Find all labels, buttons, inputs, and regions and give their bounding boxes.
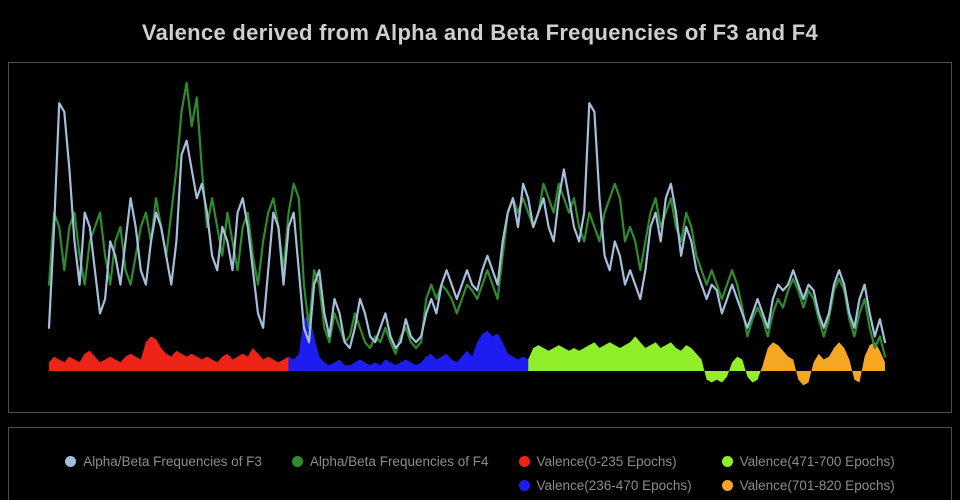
- legend: Alpha/Beta Frequencies of F3 Alpha/Beta …: [65, 454, 895, 493]
- chart-svg: [47, 81, 887, 386]
- legend-label-valence-green: Valence(471-700 Epochs): [739, 454, 895, 469]
- series-line: [47, 81, 887, 358]
- legend-dot-valence-orange-icon: [721, 480, 733, 491]
- legend-box: Alpha/Beta Frequencies of F3 Alpha/Beta …: [8, 427, 952, 500]
- legend-dot-f4-icon: [291, 456, 303, 467]
- legend-item-valence-blue[interactable]: Valence(236-470 Epochs): [518, 478, 692, 493]
- legend-label-valence-red: Valence(0-235 Epochs): [536, 454, 677, 469]
- legend-item-f3[interactable]: Alpha/Beta Frequencies of F3: [65, 454, 262, 469]
- legend-label-f4: Alpha/Beta Frequencies of F4: [309, 454, 489, 469]
- legend-label-valence-blue: Valence(236-470 Epochs): [536, 478, 692, 493]
- legend-dot-valence-red-icon: [518, 456, 530, 467]
- legend-label-f3: Alpha/Beta Frequencies of F3: [83, 454, 262, 469]
- valence-area: [762, 342, 885, 386]
- legend-label-valence-orange: Valence(701-820 Epochs): [739, 478, 895, 493]
- legend-dot-valence-green-icon: [721, 456, 733, 467]
- legend-item-valence-red[interactable]: Valence(0-235 Epochs): [518, 454, 692, 469]
- valence-area: [528, 336, 763, 383]
- legend-item-f4[interactable]: Alpha/Beta Frequencies of F4: [291, 454, 489, 469]
- valence-area: [288, 313, 529, 371]
- plot-area[interactable]: [8, 62, 952, 413]
- legend-item-valence-orange[interactable]: Valence(701-820 Epochs): [721, 478, 895, 493]
- chart-title: Valence derived from Alpha and Beta Freq…: [141, 20, 819, 45]
- series-line: [47, 102, 887, 350]
- legend-item-valence-green[interactable]: Valence(471-700 Epochs): [721, 454, 895, 469]
- legend-dot-f3-icon: [65, 456, 77, 467]
- legend-dot-valence-blue-icon: [518, 480, 530, 491]
- valence-area: [49, 336, 289, 371]
